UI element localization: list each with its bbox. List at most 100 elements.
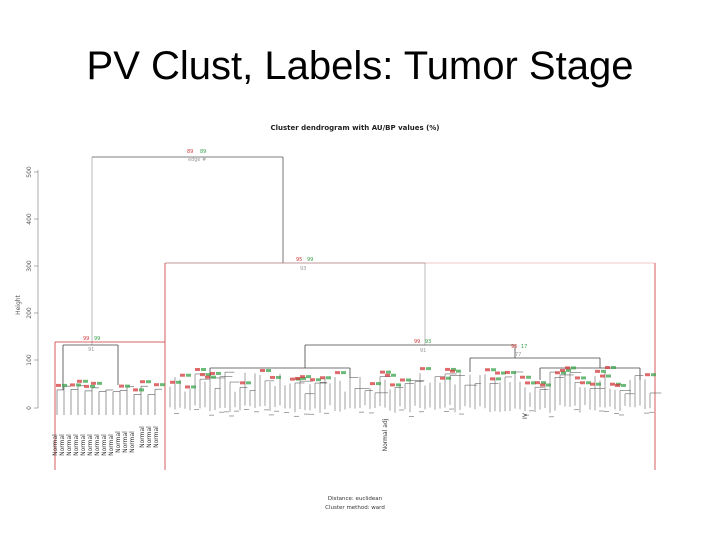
leaf-label: Normal [87, 434, 94, 456]
node-value-mark [535, 381, 540, 385]
node-value-mark [326, 376, 331, 380]
node-value-mark [290, 377, 295, 381]
node-value-mark [170, 380, 175, 384]
node-value-mark [651, 373, 656, 377]
y-tick-label: 100 [26, 354, 33, 366]
node-value-mark [621, 383, 626, 387]
node-value-mark [526, 375, 531, 379]
node-value-mark [276, 375, 281, 379]
node-value-mark [560, 368, 565, 372]
node-value-mark [511, 370, 516, 374]
node-value-mark [206, 373, 211, 377]
node-value-mark [400, 378, 405, 382]
footer-distance: Distance: euclidean [328, 496, 383, 502]
y-axis-label: Height [15, 294, 22, 314]
node-value-mark [505, 370, 510, 374]
plot-title: Cluster dendrogram with AU/BP values (%) [270, 124, 439, 132]
node-value-mark [70, 383, 75, 387]
node-value-mark [615, 383, 620, 387]
root-bp-value: 89 [200, 149, 206, 155]
y-tick-label: 300 [26, 260, 33, 272]
node-value-mark [590, 382, 595, 386]
node-value-mark [240, 381, 245, 385]
node-value-mark [77, 379, 82, 383]
leaf-label: Normal [59, 434, 66, 456]
node-value-mark [270, 375, 275, 379]
dendrogram-main-branches [54, 156, 656, 470]
node-value-mark [451, 367, 456, 371]
node-value-mark [420, 367, 425, 371]
node-value-mark [62, 383, 67, 387]
node-value-mark [186, 373, 191, 377]
node-value-mark [335, 371, 340, 375]
node-value-mark [491, 368, 496, 372]
node-value-mark [119, 384, 124, 388]
node-value-mark [390, 383, 395, 387]
node-value-mark [97, 381, 102, 385]
node-value-mark [531, 381, 536, 385]
node-value-mark [546, 383, 551, 387]
leaf-label: Normal [122, 431, 129, 453]
node-value-mark [586, 381, 591, 385]
leaf-label: Normal [153, 426, 160, 448]
node-value-mark [525, 381, 530, 385]
node-value-mark [446, 376, 451, 380]
mid-node-au-value: 99 [414, 339, 420, 345]
node-value-mark [606, 374, 611, 378]
node-value-mark [160, 383, 165, 387]
slide-title: PV Clust, Labels: Tumor Stage [86, 44, 634, 88]
node-value-mark [205, 375, 210, 379]
node-value-mark [596, 382, 601, 386]
root-edge-value: edge # [188, 157, 206, 163]
node-value-mark [396, 383, 401, 387]
node-value-mark [266, 369, 271, 373]
root-au-value: 89 [187, 149, 193, 155]
node-value-mark [195, 367, 200, 371]
node-value-mark [391, 373, 396, 377]
node-value-mark [580, 381, 585, 385]
node-value-mark [386, 370, 391, 374]
mid-node-bp-value: 93 [425, 339, 431, 345]
node-value-mark [571, 366, 576, 370]
leaf-label: Normal [52, 434, 59, 456]
node-value-mark [376, 382, 381, 386]
y-tick-label: 400 [26, 213, 33, 225]
node-value-mark [565, 366, 570, 370]
dendrogram-node-values [56, 366, 656, 392]
midright-node-bp-value: 17 [521, 344, 527, 350]
node-value-mark [561, 371, 566, 375]
footer-method: Cluster method: ward [325, 505, 385, 511]
node-value-mark [450, 369, 455, 373]
node-value-mark [426, 367, 431, 371]
node-value-mark [320, 376, 325, 380]
node-value-mark [310, 378, 315, 382]
node-value-mark [605, 366, 610, 370]
node-value-mark [91, 381, 96, 385]
node-value-mark [125, 384, 130, 388]
node-value-mark [306, 375, 311, 379]
y-axis: 0 100 200 300 400 500 Height [15, 166, 39, 410]
node-value-mark [501, 371, 506, 375]
y-tick-label: 500 [26, 166, 33, 178]
node-value-mark [140, 380, 145, 384]
node-value-mark [301, 376, 306, 380]
node-value-mark [211, 375, 216, 379]
node-value-mark [210, 371, 215, 375]
node-value-mark [201, 367, 206, 371]
node-value-mark [146, 380, 151, 384]
node-value-mark [611, 366, 616, 370]
midright-node-au-value: 96 [511, 344, 517, 350]
node-value-mark [456, 369, 461, 373]
node-value-mark [385, 373, 390, 377]
leaf-label: Normal [66, 434, 73, 456]
node-value-mark [541, 381, 546, 385]
node-value-mark [445, 367, 450, 371]
leaf-label: Normal [80, 434, 87, 456]
leaf-label: Normal [94, 434, 101, 456]
node-value-mark [555, 371, 560, 375]
node-value-mark [581, 376, 586, 380]
node-value-mark [90, 384, 95, 388]
node-value-mark [566, 368, 571, 372]
node-value-mark [216, 371, 221, 375]
